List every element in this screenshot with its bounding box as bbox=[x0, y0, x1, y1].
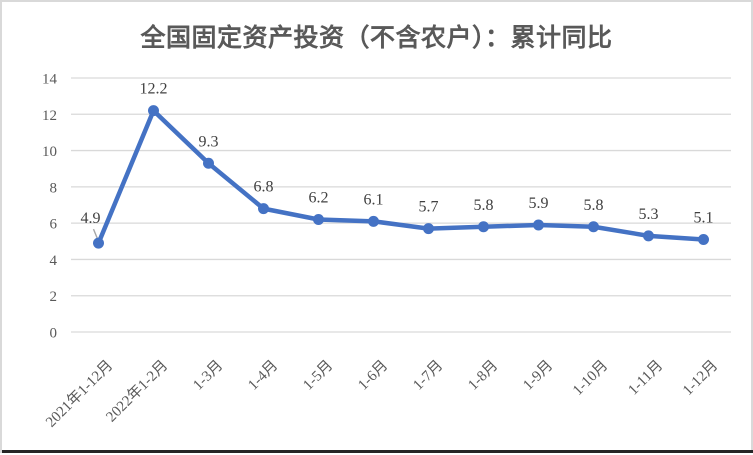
x-axis-tick-label: 1-5月 bbox=[300, 358, 336, 394]
y-axis-tick-label: 12 bbox=[42, 108, 57, 124]
x-axis-tick-label: 1-3月 bbox=[190, 358, 226, 394]
x-axis-tick-label: 1-12月 bbox=[680, 358, 721, 399]
data-point-label: 12.2 bbox=[140, 81, 168, 98]
data-point-marker bbox=[643, 230, 654, 242]
data-point-label: 5.7 bbox=[419, 199, 439, 216]
y-axis-tick-label: 8 bbox=[50, 180, 58, 196]
data-point-label: 5.3 bbox=[639, 206, 659, 223]
y-axis-tick-label: 0 bbox=[50, 326, 58, 342]
x-axis-tick-label: 1-4月 bbox=[245, 358, 281, 394]
x-axis-tick-label: 1-8月 bbox=[465, 358, 501, 394]
data-point-label: 6.2 bbox=[309, 190, 329, 207]
y-axis-tick-label: 10 bbox=[42, 144, 57, 160]
bottom-edge-rule bbox=[2, 450, 753, 453]
data-point-label: 6.8 bbox=[254, 179, 274, 196]
x-axis-tick-label: 1-7月 bbox=[410, 358, 446, 394]
x-axis-tick-label: 1-10月 bbox=[570, 358, 611, 399]
y-axis-tick-label: 14 bbox=[42, 72, 58, 88]
data-point-marker bbox=[423, 223, 434, 235]
data-point-marker bbox=[203, 157, 214, 169]
data-point-label: 5.9 bbox=[529, 195, 549, 212]
data-point-marker bbox=[698, 233, 709, 245]
x-axis-tick-label: 1-9月 bbox=[520, 358, 556, 394]
data-point-label: 5.8 bbox=[474, 197, 494, 214]
data-point-marker bbox=[368, 215, 379, 227]
data-point-marker bbox=[533, 219, 544, 231]
x-axis-tick-label: 1-6月 bbox=[355, 358, 391, 394]
data-point-marker bbox=[93, 237, 104, 249]
y-axis-tick-label: 4 bbox=[50, 253, 58, 269]
data-point-label: 6.1 bbox=[364, 191, 384, 208]
y-axis-tick-label: 2 bbox=[50, 289, 58, 305]
data-point-marker bbox=[258, 203, 269, 215]
data-point-marker bbox=[313, 214, 324, 226]
chart-title: 全国固定资产投资（不含农户）：累计同比 bbox=[140, 24, 613, 52]
data-point-marker bbox=[588, 221, 599, 233]
x-axis-tick-label: 2021年1-12月 bbox=[42, 357, 116, 431]
data-point-marker bbox=[148, 105, 159, 117]
data-point-marker bbox=[478, 221, 489, 233]
x-axis-tick-label: 1-11月 bbox=[625, 358, 666, 399]
data-point-label: 5.1 bbox=[694, 209, 714, 226]
series-line bbox=[96, 108, 706, 246]
data-point-label: 9.3 bbox=[199, 133, 219, 150]
data-point-label: 5.8 bbox=[584, 197, 604, 214]
y-axis-tick-label: 6 bbox=[50, 217, 58, 233]
data-point-label: 4.9 bbox=[81, 210, 101, 227]
